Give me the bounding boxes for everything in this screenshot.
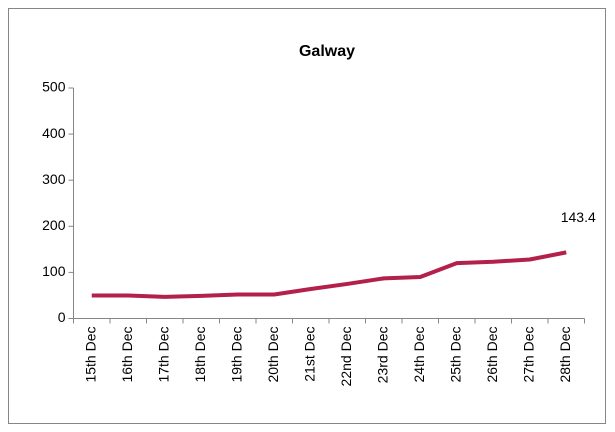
x-tick-label: 16th Dec (119, 327, 135, 383)
series-line (91, 250, 567, 299)
y-tick-label: 100 (42, 263, 66, 279)
chart-title: Galway (299, 43, 355, 60)
y-tick-label: 300 (42, 171, 66, 187)
x-tick-label: 27th Dec (520, 327, 536, 383)
x-tick-label: 18th Dec (192, 327, 208, 383)
x-tick-label: 28th Dec (557, 327, 573, 383)
x-tick-label: 23rd Dec (374, 327, 390, 384)
x-tick-label: 22nd Dec (338, 327, 354, 387)
x-tick-label: 17th Dec (155, 327, 171, 383)
x-tick-label: 26th Dec (484, 327, 500, 383)
x-tick-label: 19th Dec (228, 327, 244, 383)
x-tick-label: 25th Dec (447, 327, 463, 383)
x-tick-label: 15th Dec (82, 327, 98, 383)
y-tick-label: 0 (58, 309, 66, 325)
x-tick-label: 20th Dec (265, 327, 281, 383)
y-tick-label: 400 (42, 125, 66, 141)
x-tick-label: 24th Dec (411, 327, 427, 383)
y-tick-label: 500 (42, 79, 66, 95)
y-tick-label: 200 (42, 217, 66, 233)
x-tick-label: 21st Dec (301, 327, 317, 382)
data-label: 143.4 (561, 209, 596, 225)
chart-border (8, 8, 606, 424)
